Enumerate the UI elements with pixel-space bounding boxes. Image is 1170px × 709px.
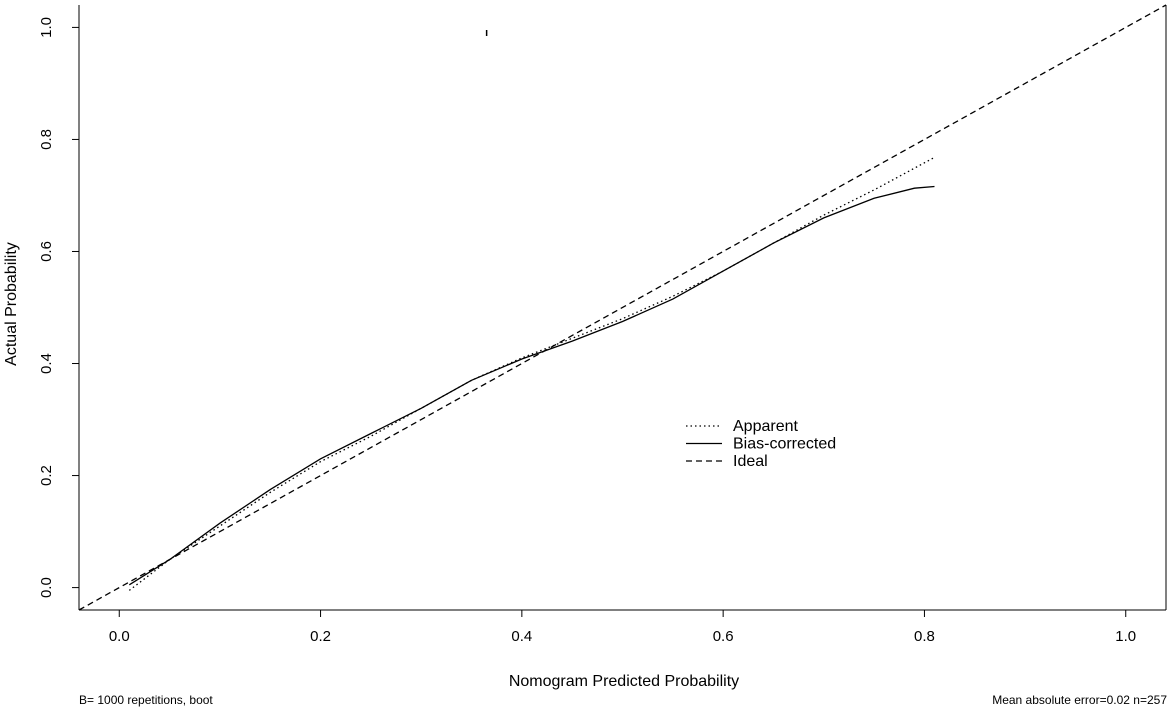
y-tick-label: 1.0: [38, 17, 55, 38]
y-tick-label: 0.0: [38, 577, 55, 598]
x-tick-label: 0.4: [511, 628, 532, 645]
x-tick-label: 1.0: [1115, 628, 1136, 645]
x-tick-label: 0.0: [109, 628, 130, 645]
y-tick-label: 0.6: [38, 241, 55, 262]
series-line-ideal: [78, 4, 1167, 611]
footnote-right: Mean absolute error=0.02 n=257: [992, 693, 1167, 707]
axes: 0.0 0.2 0.4 0.6 0.8 1.0 0.0 0.2 0.4 0.6 0.8 1.0: [38, 5, 1167, 645]
y-tick-label: 0.4: [38, 353, 55, 374]
y-tick-label: 0.8: [38, 129, 55, 150]
legend-label: Bias-corrected: [733, 436, 836, 453]
x-tick-label: 0.6: [713, 628, 734, 645]
x-tick-label: 0.8: [914, 628, 935, 645]
series-line-bias-corrected: [128, 185, 935, 586]
x-axis-label: Nomogram Predicted Probability: [509, 673, 739, 690]
series-lines: [78, 4, 1167, 611]
y-tick-label: 0.2: [38, 465, 55, 486]
x-tick-label: 0.2: [310, 628, 331, 645]
footnote-left: B= 1000 repetitions, boot: [79, 693, 213, 707]
legend-label: Apparent: [733, 418, 798, 435]
legend-label: Ideal: [733, 453, 768, 470]
y-axis-label: Actual Probability: [3, 242, 20, 366]
